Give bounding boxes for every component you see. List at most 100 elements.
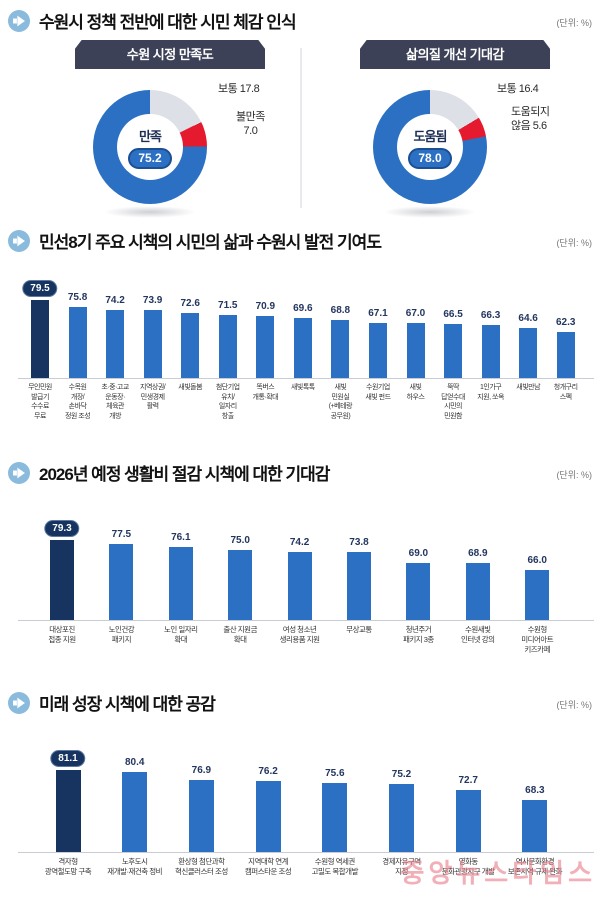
bar-category-label: 새빛돌봄 xyxy=(178,384,203,391)
bar-value-label: 69.0 xyxy=(408,548,429,560)
bar-category-label: 지역대학 연계 캠퍼스타운 조성 xyxy=(244,857,292,876)
unit-label: (단위: %) xyxy=(556,238,592,248)
bar-category-label: 수원형 미디어아트 키즈카페 xyxy=(521,625,554,654)
section-policy-contribution: 민선8기 주요 시책의 시민의 삶과 수원시 발전 기여도 (단위: %) 79… xyxy=(0,215,600,447)
bar xyxy=(444,324,463,378)
bar-value-label: 70.9 xyxy=(255,301,276,312)
bar-value-badge: 79.3 xyxy=(44,520,80,537)
bar xyxy=(389,783,414,852)
bar-chart-contribution: 79.5 무인민원 발급기 수수료 무료 75.8 수목원 개장/ 손바닥 정원 조성… xyxy=(0,278,600,443)
bar-value-label: 66.5 xyxy=(443,309,463,321)
bar-category-label: 새빛 민원실 (+베테랑 공무원) xyxy=(328,384,353,420)
bar xyxy=(255,781,281,852)
bar-category-label: 영화동 문화관광지구 개발 xyxy=(441,857,495,876)
bar-category-label: 새빛 하우스 xyxy=(406,384,425,401)
unit-label: (단위: %) xyxy=(556,700,592,710)
bar-value-label: 66.0 xyxy=(527,555,547,566)
section-title: 미래 성장 시책에 대한 공감 xyxy=(39,695,216,714)
bar xyxy=(556,332,575,378)
bar-category-label: 출산 지원금 확대 xyxy=(223,625,257,644)
bar-value-badge: 79.5 xyxy=(22,280,58,297)
bar-category-label: 대상포진 접종 지원 xyxy=(48,625,76,644)
bar-value-label: 75.8 xyxy=(67,291,88,303)
bar xyxy=(55,770,81,852)
bar-value-label: 76.9 xyxy=(191,764,212,776)
section-header: 2026년 예정 생활비 절감 시책에 대한 기대감 (단위: %) xyxy=(8,460,592,485)
bar-category-label: 노인 일자리 확대 xyxy=(164,625,198,644)
bar-value-label: 77.5 xyxy=(111,529,132,541)
section-title: 민선8기 주요 시책의 시민의 삶과 수원시 발전 기여도 xyxy=(39,233,382,252)
bar-category-label: 노인건강 패키지 xyxy=(108,625,135,644)
donut-title-banner-expectation: 삶의질 개선 기대감 xyxy=(360,40,550,69)
arrow-bullet-icon xyxy=(8,461,30,484)
donut-center-label: 만족 xyxy=(139,128,162,144)
bar-category-label: 수목원 개장/ 손바닥 정원 조성 xyxy=(64,384,91,420)
bar-category-label: 노후도시 재개발·재건축 정비 xyxy=(107,857,163,876)
bar-value-label: 68.9 xyxy=(468,548,488,560)
donut-hole: 도움됨 78.0 xyxy=(397,114,463,180)
bar-category-label: 새빛톡톡 xyxy=(290,384,315,391)
bar-value-badge: 81.1 xyxy=(50,750,86,767)
bar xyxy=(481,324,500,378)
bar-category-label: 여성 청소년 생리용품 지원 xyxy=(279,625,320,644)
bar xyxy=(109,544,134,620)
unit-label: (단위: %) xyxy=(556,18,592,28)
panel-divider xyxy=(300,48,302,208)
bar-value-label: 62.3 xyxy=(555,317,576,328)
bar xyxy=(331,319,350,378)
donut-callout-negative: 불만족 7.0 xyxy=(236,111,265,137)
bar-value-label: 68.8 xyxy=(330,304,351,316)
bar-value-label: 76.2 xyxy=(258,766,278,778)
donut-callout-neutral: 보통 17.8 xyxy=(218,83,260,95)
bar-category-label: 경제자유구역 지정 xyxy=(382,857,421,876)
donut-callout-neutral: 보통 16.4 xyxy=(497,83,539,95)
bar xyxy=(31,300,49,378)
bar-value-label: 75.0 xyxy=(230,534,250,546)
unit-label: (단위: %) xyxy=(556,470,592,480)
donut-center-value-badge: 75.2 xyxy=(128,147,172,169)
section-header: 민선8기 주요 시책의 시민의 삶과 수원시 발전 기여도 (단위: %) xyxy=(8,228,592,253)
bar-category-label: 청개구리 스펙 xyxy=(553,384,578,401)
bar-category-label: 초·중·고교 운동장· 체육관 개방 xyxy=(101,384,129,420)
bar-value-label: 73.8 xyxy=(349,537,369,549)
bar xyxy=(228,549,253,620)
bar xyxy=(188,779,214,852)
bar-category-label: 수원새빛 인터넷 강의 xyxy=(461,625,495,644)
bar-chart-cost-saving: 79.3 대상포진 접종 지원 77.5 노인건강 패키지 76.1 노인 일자리 확대 7… xyxy=(0,520,600,685)
bar xyxy=(519,327,538,378)
bar-category-label: 수원형 역세권 고밀도 복합개발 xyxy=(311,857,359,876)
bar xyxy=(406,323,425,378)
bar xyxy=(465,563,490,620)
bar-category-label: 새빛만남 xyxy=(516,384,541,391)
bar-value-label: 68.3 xyxy=(525,785,545,796)
bar-chart-future-growth: 81.1 격자형 광역철도망 구축 80.4 노후도시 재개발·재건축 정비 76.9 환… xyxy=(0,750,600,901)
section-title: 2026년 예정 생활비 절감 시책에 대한 기대감 xyxy=(39,465,330,484)
bar xyxy=(143,310,162,378)
news-watermark: 중앙뉴스타임스 xyxy=(400,858,596,888)
donut-callout-negative: 도움되지 않음 5.6 xyxy=(511,106,550,132)
bar xyxy=(181,312,200,378)
donut-hole: 만족 75.2 xyxy=(117,114,183,180)
bar xyxy=(168,547,193,620)
bar-category-label: 무상교통 xyxy=(346,625,372,634)
bar xyxy=(406,563,431,620)
arrow-bullet-icon xyxy=(8,9,30,32)
bar-value-label: 74.2 xyxy=(105,294,125,306)
bar-value-label: 64.6 xyxy=(518,312,538,324)
bar xyxy=(347,552,371,620)
bar-value-label: 72.6 xyxy=(180,297,200,309)
donut-title-banner-satisfaction: 수원 시정 만족도 xyxy=(75,40,265,69)
bar xyxy=(218,314,237,378)
bar-value-label: 66.3 xyxy=(480,309,501,321)
bar-value-label: 72.7 xyxy=(458,774,478,786)
bar-category-label: 무인민원 발급기 수수료 무료 xyxy=(28,384,52,420)
bar-category-label: 격자형 광역철도망 구축 xyxy=(44,857,92,876)
bar xyxy=(256,316,275,378)
bar xyxy=(525,570,550,620)
bar-value-label: 76.1 xyxy=(171,532,191,544)
section-cost-saving: 2026년 예정 생활비 절감 시책에 대한 기대감 (단위: %) 79.3 대… xyxy=(0,447,600,675)
donut-chart-expectation: 도움됨 78.0 xyxy=(373,90,487,204)
bar-category-label: 환상형 첨단과학 혁신클러스터 조성 xyxy=(174,857,228,876)
bar-value-label: 69.6 xyxy=(293,303,313,315)
